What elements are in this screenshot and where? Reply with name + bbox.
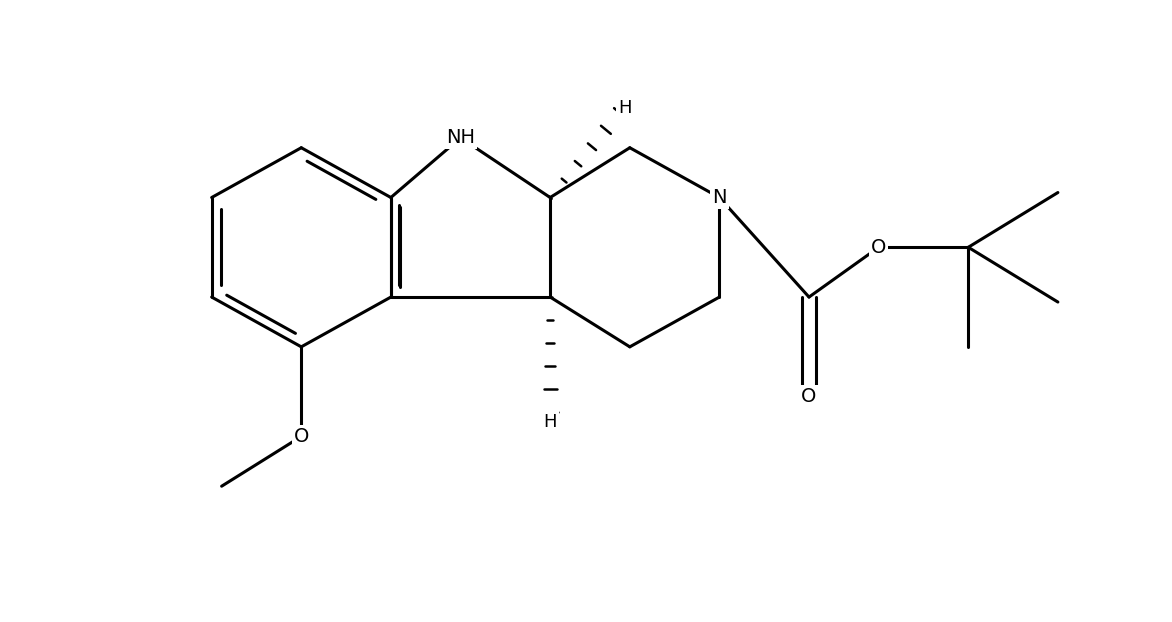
Text: O: O — [871, 238, 886, 257]
Text: H: H — [544, 412, 557, 430]
Text: O: O — [802, 387, 817, 406]
Text: H: H — [618, 99, 632, 117]
Text: O: O — [294, 427, 309, 446]
Text: NH: NH — [447, 128, 475, 147]
Text: N: N — [713, 188, 727, 207]
